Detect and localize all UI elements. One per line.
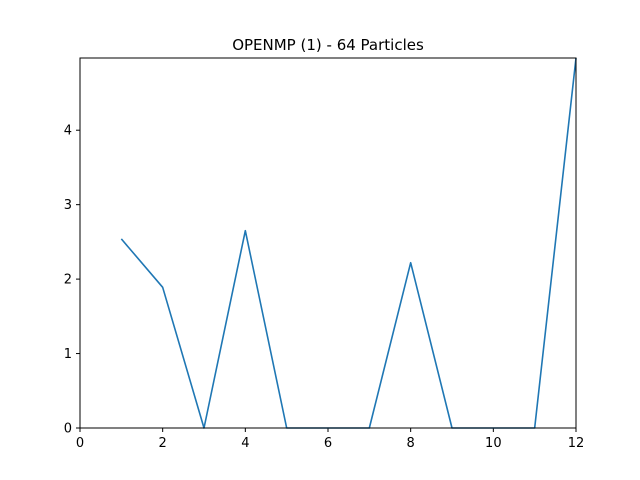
y-tick-label: 4 bbox=[64, 124, 72, 139]
series-line bbox=[120, 57, 577, 429]
plot-area-frame bbox=[79, 57, 577, 429]
y-tick-label: 2 bbox=[64, 273, 72, 288]
x-tick-label: 4 bbox=[241, 436, 249, 451]
x-tick-label: 10 bbox=[485, 436, 502, 451]
x-tick-label: 8 bbox=[407, 436, 415, 451]
x-tick-label: 6 bbox=[324, 436, 332, 451]
x-tick-label: 12 bbox=[568, 436, 585, 451]
x-tick-label: 0 bbox=[76, 436, 84, 451]
x-axis: 0 2 4 6 8 10 12 bbox=[76, 428, 584, 451]
y-tick-label: 1 bbox=[64, 347, 72, 362]
y-axis: 0 1 2 3 4 bbox=[64, 124, 80, 437]
plot-series bbox=[120, 57, 577, 429]
chart-title: OPENMP (1) - 64 Particles bbox=[232, 36, 424, 54]
y-tick-label: 0 bbox=[64, 422, 72, 437]
x-tick-label: 2 bbox=[159, 436, 167, 451]
y-tick-label: 3 bbox=[64, 198, 72, 213]
